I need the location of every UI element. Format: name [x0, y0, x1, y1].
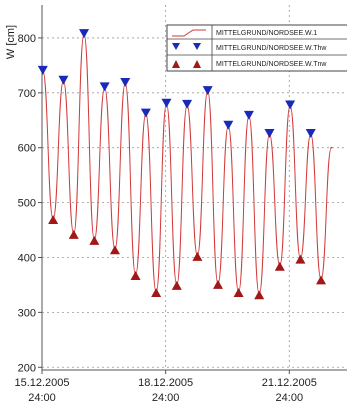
high-water-marker [305, 128, 316, 138]
low-water-marker [295, 254, 306, 264]
high-water-marker [37, 65, 48, 75]
low-water-marker [68, 229, 79, 239]
legend-entry-3: MITTELGRUND/NORDSEE.W.Tnw [216, 61, 327, 68]
low-water-marker [192, 251, 203, 261]
legend-entry-2: MITTELGRUND/NORDSEE.W.Thw [216, 45, 327, 52]
x-tick-label-date: 18.12.2005 [138, 377, 193, 389]
high-water-marker [161, 98, 172, 108]
y-tick-label: 300 [18, 307, 36, 319]
low-water-marker [89, 235, 100, 245]
y-tick-label: 500 [18, 198, 36, 210]
high-water-marker [285, 100, 296, 110]
high-water-marker [202, 86, 213, 96]
x-tick-label-time: 24:00 [152, 392, 180, 404]
legend-marker-up-2 [193, 60, 201, 68]
high-water-marker [140, 108, 151, 118]
high-water-marker [223, 120, 234, 130]
high-water-marker [243, 110, 254, 120]
x-tick-labels: 15.12.2005 24:00 18.12.2005 24:00 21.12.2005… [14, 377, 316, 404]
x-tick-label-date: 21.12.2005 [262, 377, 317, 389]
series-group [37, 29, 333, 300]
high-water-marker [264, 128, 275, 138]
legend: MITTELGRUND/NORDSEE.W.1 MITTELGRUND/NORD… [166, 24, 347, 72]
y-tick-labels: 200 300 400 500 600 700 800 [18, 33, 36, 374]
y-tick-label: 600 [18, 143, 36, 155]
high-water-marker [182, 99, 193, 109]
low-water-marker [233, 288, 244, 298]
high-water-marker [79, 29, 90, 39]
legend-entry-1: MITTELGRUND/NORDSEE.W.1 [216, 30, 317, 37]
axes [41, 5, 347, 371]
low-water-marker [130, 271, 141, 281]
low-water-marker [171, 280, 182, 290]
legend-marker-down-2 [193, 43, 201, 50]
low-water-marker [316, 275, 327, 285]
low-water-marker [212, 279, 223, 289]
y-tick-label: 400 [18, 252, 36, 264]
legend-marker-up-1 [172, 60, 180, 68]
high-water-marker [120, 77, 131, 87]
legend-marker-down-1 [172, 43, 180, 50]
y-tick-label: 700 [18, 88, 36, 100]
low-water-marker [274, 261, 285, 271]
y-axis-label: W [cm] [5, 25, 17, 59]
x-tick-label-time: 24:00 [28, 392, 56, 404]
y-tick-label: 200 [18, 362, 36, 374]
high-water-marker [58, 75, 69, 85]
legend-line-swatch [172, 29, 206, 37]
low-water-marker [109, 245, 120, 255]
low-water-marker [151, 288, 162, 298]
series-w1-point [330, 146, 333, 149]
y-tick-label: 800 [18, 33, 36, 45]
x-tick-label-date: 15.12.2005 [14, 377, 69, 389]
low-water-marker [254, 290, 265, 300]
high-water-marker [99, 82, 110, 92]
low-water-marker [48, 215, 59, 225]
x-tick-label-time: 24:00 [276, 392, 304, 404]
